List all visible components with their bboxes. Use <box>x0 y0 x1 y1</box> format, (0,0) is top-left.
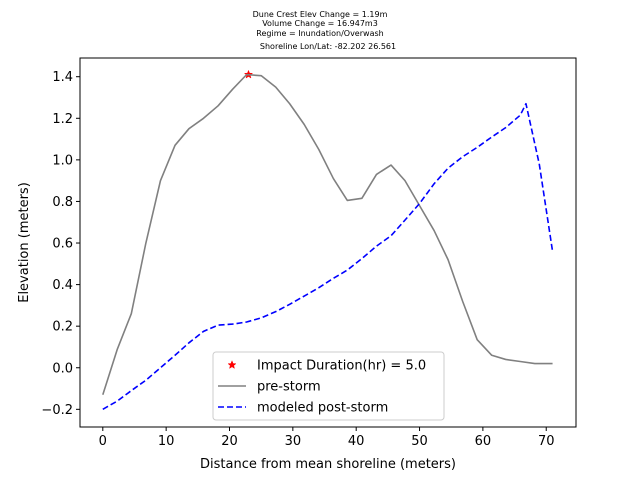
y-tick-label: 1.0 <box>52 153 73 168</box>
y-tick-label: 0.2 <box>52 320 73 335</box>
legend-entries: Impact Duration(hr) = 5.0 pre-storm modele… <box>218 359 426 416</box>
plot-frame <box>79 57 577 428</box>
legend-entry-impact: Impact Duration(hr) = 5.0 <box>257 359 426 374</box>
y-tick-label: 0.0 <box>52 361 73 376</box>
x-tick-label: 20 <box>221 434 238 449</box>
chart-title: Dune Crest Elev Change = 1.19m Volume Ch… <box>253 10 396 51</box>
legend-entry-post-storm: modeled post-storm <box>257 401 388 416</box>
x-tick-label: 50 <box>411 434 428 449</box>
plot-series <box>102 69 554 411</box>
y-tick-label: 1.4 <box>52 70 73 85</box>
x-axis-ticks: 0 10 20 30 40 50 60 70 <box>99 427 555 449</box>
y-tick-label: 0.8 <box>52 195 73 210</box>
x-tick-label: 0 <box>99 434 107 449</box>
y-tick-label: −0.2 <box>41 403 73 418</box>
x-tick-label: 10 <box>158 434 175 449</box>
title-line-3: Regime = Inundation/Overwash <box>256 29 383 38</box>
y-tick-label: 0.4 <box>52 278 73 293</box>
pre-storm-line <box>102 73 553 396</box>
title-line-2: Volume Change = 16.947m3 <box>262 19 378 28</box>
y-axis-label: Elevation (meters) <box>17 182 32 303</box>
y-tick-label: 1.2 <box>52 112 73 127</box>
x-axis-label: Distance from mean shoreline (meters) <box>200 457 456 472</box>
legend-entry-pre-storm: pre-storm <box>257 380 321 395</box>
x-tick-label: 30 <box>285 434 302 449</box>
post-storm-line <box>102 102 554 411</box>
x-tick-label: 60 <box>475 434 492 449</box>
y-tick-label: 0.6 <box>52 237 73 252</box>
x-tick-label: 70 <box>538 434 555 449</box>
legend: Impact Duration(hr) = 5.0 pre-storm modele… <box>212 351 445 421</box>
title-line-4: Shoreline Lon/Lat: -82.202 26.561 <box>260 42 396 51</box>
legend-star-icon <box>227 360 237 369</box>
x-tick-label: 40 <box>348 434 365 449</box>
title-line-1: Dune Crest Elev Change = 1.19m <box>253 10 388 19</box>
y-axis-ticks: −0.2 0.0 0.2 0.4 0.6 0.8 1.0 1.2 1.4 <box>41 70 80 418</box>
legend-box <box>212 351 445 421</box>
